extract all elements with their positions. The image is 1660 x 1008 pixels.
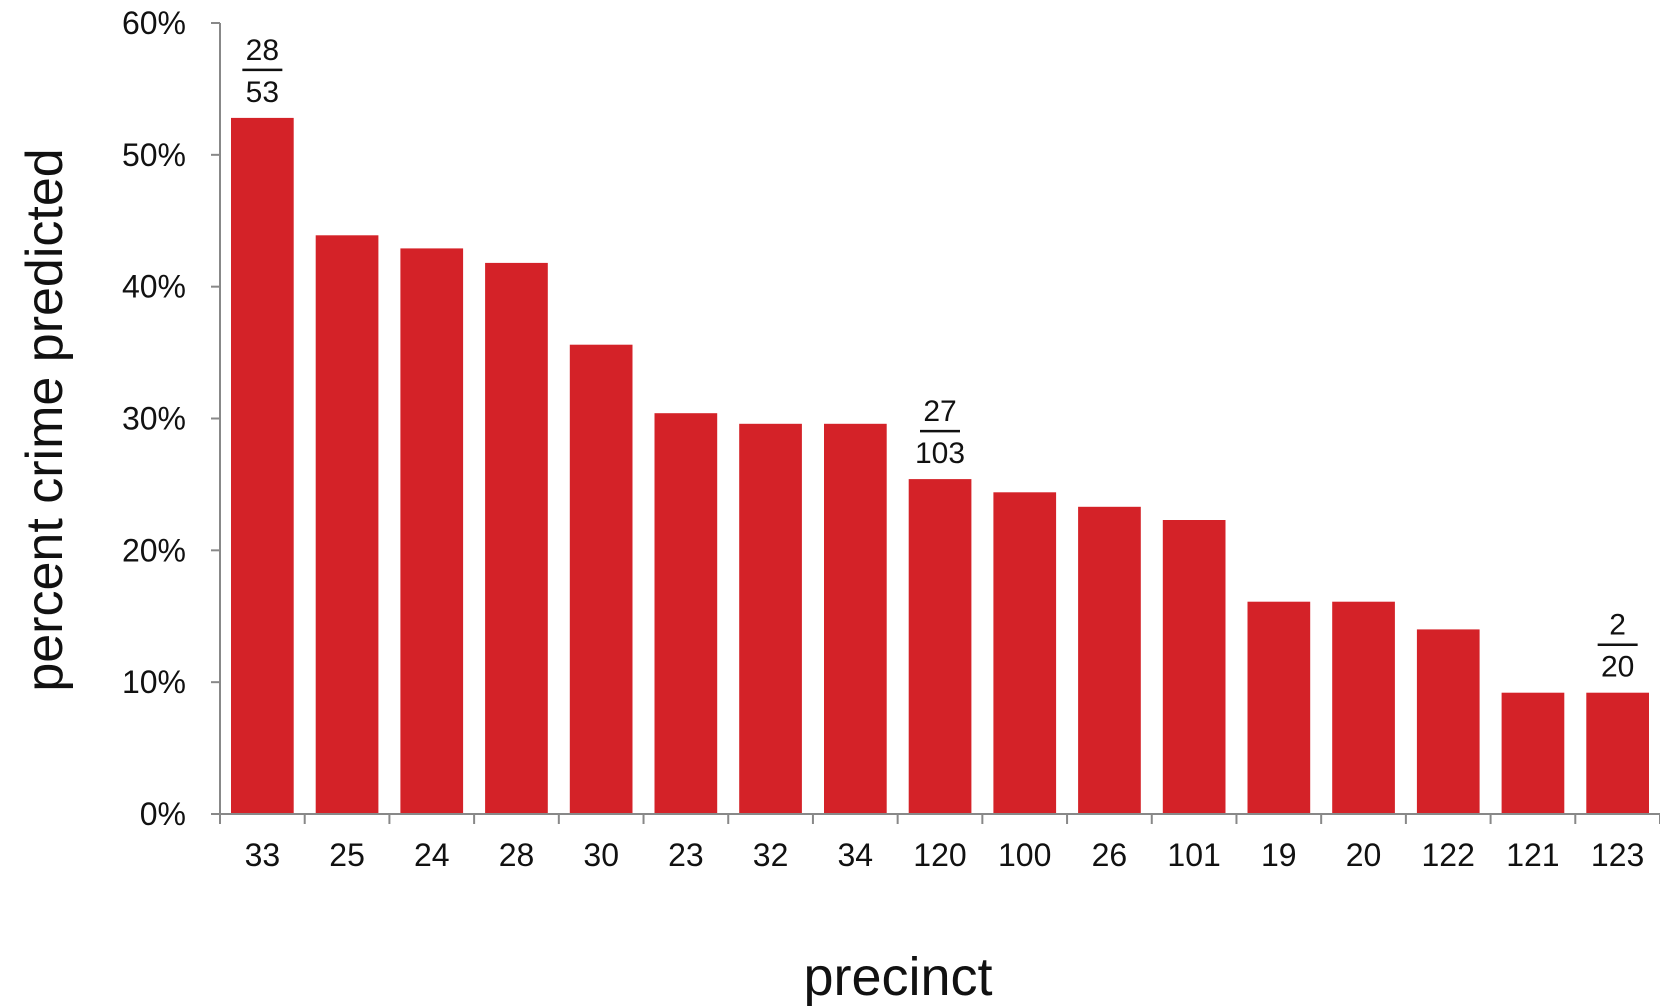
x-tick-label: 25 xyxy=(329,837,365,873)
y-tick-label: 40% xyxy=(122,269,186,305)
x-tick-label: 19 xyxy=(1261,837,1297,873)
bar-26 xyxy=(1078,506,1141,814)
x-tick-label: 32 xyxy=(753,837,789,873)
x-tick-label: 101 xyxy=(1167,837,1220,873)
x-axis-title: precinct xyxy=(803,947,992,1007)
bar-25 xyxy=(315,235,379,815)
y-tick-label: 0% xyxy=(140,796,186,832)
bar-28 xyxy=(485,262,548,814)
annotation-numerator: 27 xyxy=(923,395,956,428)
annotation-denominator: 103 xyxy=(915,437,965,470)
bar-24 xyxy=(400,248,464,814)
annotation-denominator: 20 xyxy=(1601,651,1634,684)
bar-32 xyxy=(739,423,802,814)
bars-group xyxy=(231,117,1649,815)
x-tick-label: 34 xyxy=(838,837,874,873)
x-tick-label: 121 xyxy=(1506,837,1559,873)
annotation-denominator: 53 xyxy=(246,76,279,109)
bar-101 xyxy=(1162,520,1226,814)
y-tick-label: 50% xyxy=(122,137,186,173)
y-tick-label: 20% xyxy=(122,532,186,568)
bar-33 xyxy=(231,117,294,814)
x-tick-label: 122 xyxy=(1422,837,1475,873)
bar-121 xyxy=(1501,692,1565,814)
fraction-annotations: 28 53 27 103 2 20 xyxy=(242,34,1638,684)
x-tick-label: 100 xyxy=(998,837,1051,873)
x-tick-label: 23 xyxy=(668,837,704,873)
x-tick-label: 28 xyxy=(499,837,535,873)
x-tick-label: 33 xyxy=(245,837,281,873)
x-tick-label: 123 xyxy=(1591,837,1644,873)
x-tick-label: 30 xyxy=(583,837,619,873)
y-tick-label: 10% xyxy=(122,664,186,700)
bar-20 xyxy=(1332,601,1395,814)
bar-100 xyxy=(993,492,1057,814)
x-tick-label: 26 xyxy=(1092,837,1128,873)
bar-123 xyxy=(1586,692,1649,814)
y-axis-title: percent crime predicted xyxy=(16,148,74,691)
bar-19 xyxy=(1247,601,1311,814)
bar-122 xyxy=(1416,629,1480,814)
bar-120 xyxy=(908,479,972,814)
y-tick-label: 30% xyxy=(122,401,186,437)
x-tick-label: 120 xyxy=(913,837,966,873)
annotation-numerator: 28 xyxy=(246,34,279,67)
x-axis: 33 25 24 28 30 23 32 34 120 100 26 101 19 20 122 121 123 xyxy=(211,813,1660,873)
x-tick-label: 20 xyxy=(1346,837,1382,873)
y-axis: 0% 10% 20% 30% 40% 50% 60% xyxy=(122,5,221,832)
bar-34 xyxy=(824,423,887,814)
annotation-numerator: 2 xyxy=(1609,609,1626,642)
y-tick-label: 60% xyxy=(122,5,186,41)
bar-30 xyxy=(569,344,633,814)
bar-23 xyxy=(654,413,718,814)
x-tick-label: 24 xyxy=(414,837,450,873)
